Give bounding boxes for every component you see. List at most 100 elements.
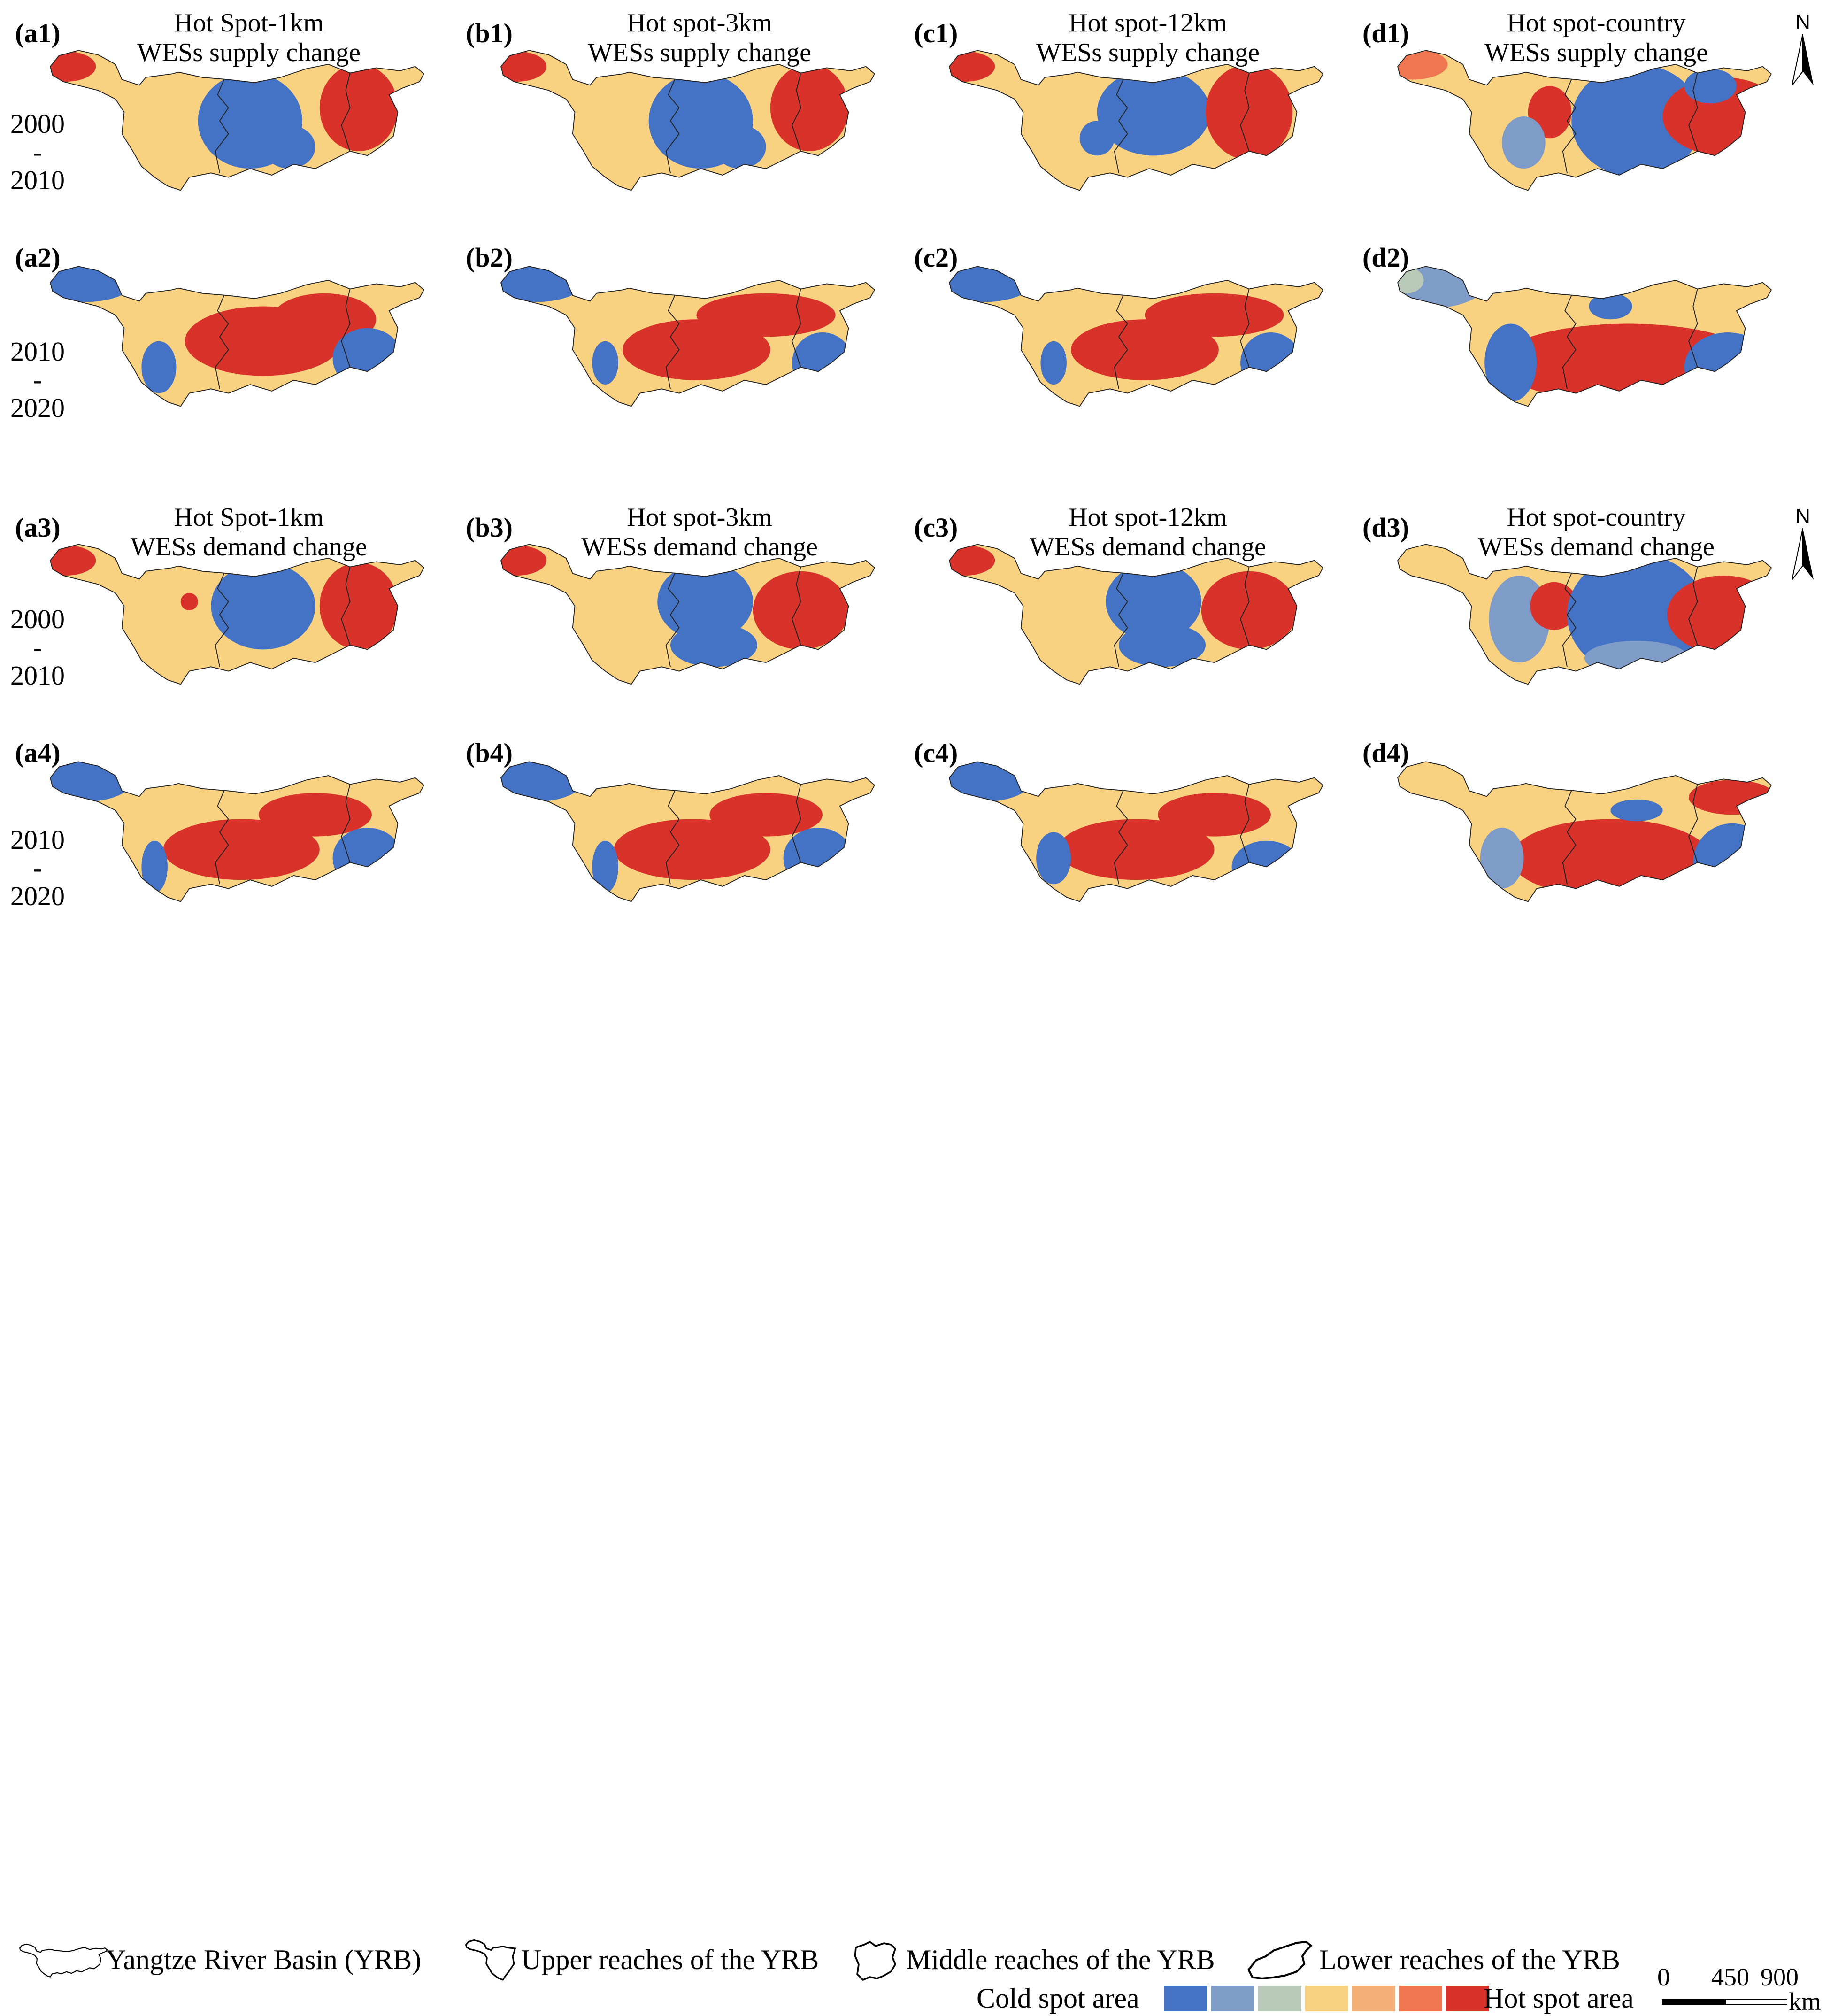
hot-spot-patch [1058,819,1215,880]
upper-middle-boundary [665,573,680,667]
scale-unit: km [1789,1987,1822,2016]
period-start: 2000 [10,108,65,139]
basin-outline [1397,50,1772,191]
period-end: 2020 [10,881,65,911]
panel-id: (d1) [1362,18,1409,48]
panel-id: (c3) [914,512,958,543]
legend-label-yrb: Yangtze River Basin (YRB) [106,1944,422,1975]
cold-spot-patch [141,341,177,393]
middle-reaches-outline-icon [854,1940,897,1981]
upper-middle-boundary [1114,79,1128,173]
upper-middle-boundary [215,295,229,389]
panel-title-line1: Hot Spot-1km [174,8,324,38]
upper-middle-boundary [215,573,229,667]
upper-middle-boundary [215,791,229,885]
basin-outline [500,266,876,407]
middle-lower-boundary [1240,567,1250,646]
cold-spot-label: Cold spot area [977,1983,1139,2014]
middle-lower-boundary [1688,567,1698,646]
legend-label-middle: Middle reaches of the YRB [906,1944,1215,1975]
panel-title: Hot spot-3km WESs demand change [535,503,864,562]
cold-spot-patch [1240,332,1301,393]
panel-title-line1: Hot spot-3km [627,503,772,532]
class-swatch [1352,1986,1395,2011]
cold-spot-patch [1584,640,1689,676]
basin-outline [50,266,425,407]
middle-lower-boundary [1688,289,1698,368]
hot-spot-patch [623,319,770,380]
cold-spot-patch [1684,69,1737,104]
hot-spot-patch [1689,780,1771,815]
hot-spot-patch [1667,576,1771,654]
panel-id: (d3) [1362,512,1409,543]
basin-map [500,50,876,191]
panel-title-line2: WESs demand change [581,532,818,562]
basin-outline [500,761,876,902]
scale-tick-0: 0 [1657,1963,1670,1991]
panel-title-line2: WESs supply change [588,38,811,67]
cold-spot-patch [1610,799,1663,822]
period-end: 2010 [10,660,65,691]
panel-title-line2: WESs demand change [131,532,367,562]
cold-spot-patch [211,562,315,650]
legend: Yangtze River Basin (YRB) Upper reaches … [0,967,1838,2016]
scale-tick-450: 450 [1711,1963,1749,1991]
cold-spot-patch [670,623,758,667]
basin-outline [949,50,1324,191]
north-label: N [1795,10,1810,33]
upper-middle-boundary [1562,573,1577,667]
basin-map [50,50,425,191]
hot-spot-patch [163,819,320,880]
basin-outline [500,50,876,191]
panel-title-line2: WESs supply change [1036,38,1260,67]
legend-label-upper: Upper reaches of the YRB [521,1944,819,1975]
lower-reaches-outline-icon [1247,1941,1313,1979]
class-swatch [1399,1986,1442,2011]
period-end: 2010 [10,165,65,195]
upper-middle-boundary [665,295,680,389]
upper-middle-boundary [1562,79,1577,173]
cold-spot-patch [1480,828,1524,889]
hot-spot-patch [1398,50,1448,80]
middle-lower-boundary [1240,289,1250,368]
period-label: 2000-2010 [0,110,75,195]
basin-outline [1397,761,1772,902]
panel-title-line1: Hot spot-12km [1069,8,1227,38]
panel-id: (b4) [466,738,513,768]
basin-map [949,266,1324,407]
hot-spot-patch [1206,64,1293,160]
panel-title: Hot Spot-1km WESs demand change [85,503,413,562]
panel-id: (a4) [15,738,61,768]
basin-map [1397,266,1772,407]
hot-spot-patch [180,593,198,611]
period-start: 2010 [10,824,65,855]
middle-lower-boundary [1240,784,1250,863]
panel-title-line2: WESs demand change [1478,532,1715,562]
panel-id: (a2) [15,242,61,273]
cold-spot-patch [1484,323,1537,402]
cold-spot-patch [657,562,753,641]
period-label: 2010-2020 [0,826,75,911]
hot-spot-patch [709,793,823,837]
basin-outline [949,761,1324,902]
class-swatch [1164,1986,1207,2011]
period-dash: - [33,632,42,662]
upper-middle-boundary [665,791,680,885]
basin-map [949,761,1324,902]
class-swatch [1446,1986,1489,2011]
basin-outline [949,266,1324,407]
scale-bar: 0 450 900 km [1657,1962,1826,2016]
upper-middle-boundary [665,79,680,173]
hot-spot-patch [753,571,849,650]
panel-title-line2: WESs demand change [1030,532,1266,562]
period-label: 2000-2010 [0,606,75,690]
class-swatch [1211,1986,1254,2011]
north-arrow-icon [1792,33,1814,86]
cold-spot-patch [1118,623,1206,667]
cold-spot-patch [263,125,315,169]
hot-spot-patch [1145,293,1284,337]
scale-bar-white [1725,1999,1787,2005]
hot-spot-patch [1201,571,1297,650]
class-swatch [1305,1986,1348,2011]
upper-middle-boundary [215,79,229,173]
